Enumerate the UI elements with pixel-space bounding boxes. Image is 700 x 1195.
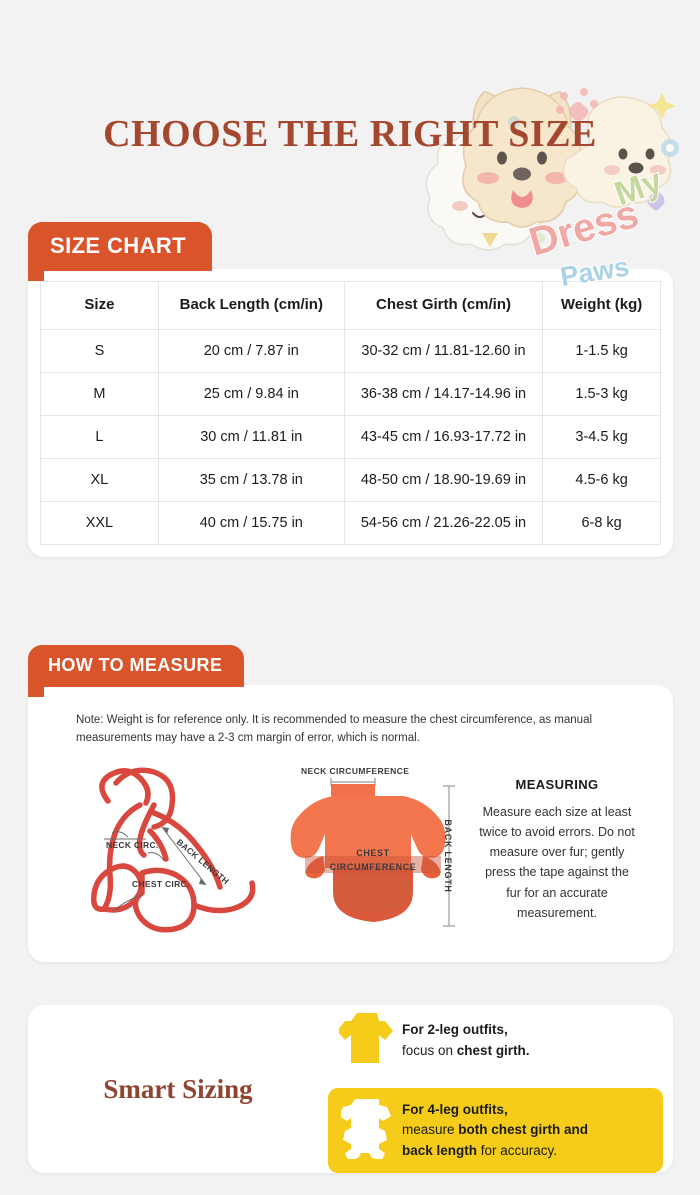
four-leg-line3-bold: back length bbox=[402, 1142, 478, 1158]
table-row: L 30 cm / 11.81 in 43-45 cm / 16.93-17.7… bbox=[40, 414, 661, 459]
label-chest-circ: CHEST CIRC. bbox=[132, 879, 190, 889]
cell-chest-girth: 54-56 cm / 21.26-22.05 in bbox=[343, 500, 544, 545]
column-header-back-length: Back Length (cm/in) bbox=[157, 281, 345, 330]
cell-weight: 1-1.5 kg bbox=[542, 328, 661, 373]
cell-size: XL bbox=[40, 457, 159, 502]
cell-chest-girth: 48-50 cm / 18.90-19.69 in bbox=[343, 457, 544, 502]
how-to-measure-section: HOW TO MEASURE Note: Weight is for refer… bbox=[28, 645, 673, 962]
table-row: XL 35 cm / 13.78 in 48-50 cm / 18.90-19.… bbox=[40, 457, 661, 502]
table-row: M 25 cm / 9.84 in 36-38 cm / 14.17-14.96… bbox=[40, 371, 661, 416]
dog-measurement-diagram: NECK CIRC. CHEST CIRC. BACK LENGTH bbox=[90, 767, 256, 933]
label-neck-circ: NECK CIRC. bbox=[106, 840, 159, 850]
measuring-info: MEASURING Measure each size at least twi… bbox=[463, 777, 647, 924]
cell-back-length: 35 cm / 13.78 in bbox=[157, 457, 345, 502]
measurement-note: Note: Weight is for reference only. It i… bbox=[76, 714, 593, 745]
table-header-row: Size Back Length (cm/in) Chest Girth (cm… bbox=[40, 281, 661, 330]
cell-weight: 3-4.5 kg bbox=[542, 414, 661, 459]
garment-shape-icon bbox=[290, 783, 446, 922]
cell-back-length: 30 cm / 11.81 in bbox=[157, 414, 345, 459]
label-chest-line1: CHEST bbox=[356, 848, 390, 858]
size-chart-tab: SIZE CHART bbox=[28, 222, 212, 281]
how-to-measure-card: Note: Weight is for reference only. It i… bbox=[28, 685, 673, 962]
label-neck-circumference: NECK CIRCUMFERENCE bbox=[301, 766, 409, 776]
four-leg-line2-bold: both chest girth and bbox=[458, 1122, 589, 1138]
four-leg-line2-prefix: measure bbox=[402, 1122, 459, 1138]
size-chart-card: Size Back Length (cm/in) Chest Girth (cm… bbox=[28, 269, 673, 557]
garment-measurement-diagram: NECK CIRCUMFERENCE CHEST bbox=[290, 766, 455, 927]
how-to-measure-tab: HOW TO MEASURE bbox=[28, 645, 245, 697]
size-chart-section: SIZE CHART Size Back Length (cm/in) Ches… bbox=[28, 222, 673, 557]
decorative-shapes bbox=[508, 88, 679, 243]
cell-back-length: 40 cm / 15.75 in bbox=[157, 500, 345, 545]
four-leg-line1: For 4-leg outfits, bbox=[402, 1102, 508, 1118]
size-chart-table: Size Back Length (cm/in) Chest Girth (cm… bbox=[40, 281, 661, 545]
cell-back-length: 20 cm / 7.87 in bbox=[157, 328, 345, 373]
smart-sizing-title: Smart Sizing bbox=[103, 1073, 253, 1104]
label-chest-line2: CIRCUMFERENCE bbox=[330, 862, 417, 872]
four-leg-outfit-text: For 4-leg outfits, measure both chest gi… bbox=[402, 1100, 588, 1161]
cell-size: L bbox=[40, 414, 159, 459]
brand-word-paws: Paws bbox=[558, 251, 631, 291]
cell-weight: 1.5-3 kg bbox=[542, 371, 661, 416]
four-leg-outfit-icon bbox=[332, 1097, 402, 1164]
cell-size: XXL bbox=[40, 500, 159, 545]
cell-weight: 4.5-6 kg bbox=[542, 457, 661, 502]
cell-chest-girth: 30-32 cm / 11.81-12.60 in bbox=[343, 328, 544, 373]
measuring-body: Measure each size at least twice to avoi… bbox=[479, 804, 635, 920]
dog-face-tan-icon bbox=[462, 87, 582, 228]
label-back-length-vertical: BACK LENGTH bbox=[443, 819, 453, 892]
column-header-size: Size bbox=[40, 281, 159, 330]
measuring-title: MEASURING bbox=[515, 776, 599, 792]
cell-chest-girth: 36-38 cm / 14.17-14.96 in bbox=[343, 371, 544, 416]
page-header: Dress My Paws CHOOSE THE RIGHT SIZE bbox=[0, 0, 700, 293]
table-row: S 20 cm / 7.87 in 30-32 cm / 11.81-12.60… bbox=[40, 328, 661, 373]
column-header-chest-girth: Chest Girth (cm/in) bbox=[343, 281, 544, 330]
smart-sizing-item-two-leg: For 2-leg outfits, focus on chest girth. bbox=[328, 1005, 663, 1076]
four-leg-line3-suffix: for accuracy. bbox=[477, 1142, 558, 1158]
two-leg-line2-prefix: focus on bbox=[402, 1042, 457, 1058]
cell-size: S bbox=[40, 328, 159, 373]
two-leg-line2-bold: chest girth. bbox=[456, 1042, 530, 1058]
column-header-weight: Weight (kg) bbox=[542, 281, 661, 330]
smart-sizing-items: For 2-leg outfits, focus on chest girth.… bbox=[328, 1005, 673, 1173]
brand-mascot-artwork: Dress My Paws bbox=[425, 87, 679, 293]
two-leg-outfit-icon bbox=[332, 1009, 402, 1072]
cell-chest-girth: 43-45 cm / 16.93-17.72 in bbox=[343, 414, 544, 459]
smart-sizing-card: Smart Sizing For 2-leg outfits, focus on… bbox=[28, 1005, 673, 1173]
table-row: XXL 40 cm / 15.75 in 54-56 cm / 21.26-22… bbox=[40, 500, 661, 545]
cell-size: M bbox=[40, 371, 159, 416]
two-leg-line1: For 2-leg outfits, bbox=[402, 1022, 508, 1038]
cell-weight: 6-8 kg bbox=[542, 500, 661, 545]
cell-back-length: 25 cm / 9.84 in bbox=[157, 371, 345, 416]
smart-sizing-item-four-leg: For 4-leg outfits, measure both chest gi… bbox=[328, 1088, 663, 1173]
two-leg-outfit-text: For 2-leg outfits, focus on chest girth. bbox=[402, 1020, 530, 1061]
page-title: CHOOSE THE RIGHT SIZE bbox=[103, 113, 597, 155]
dog-face-cream-icon bbox=[562, 92, 676, 208]
